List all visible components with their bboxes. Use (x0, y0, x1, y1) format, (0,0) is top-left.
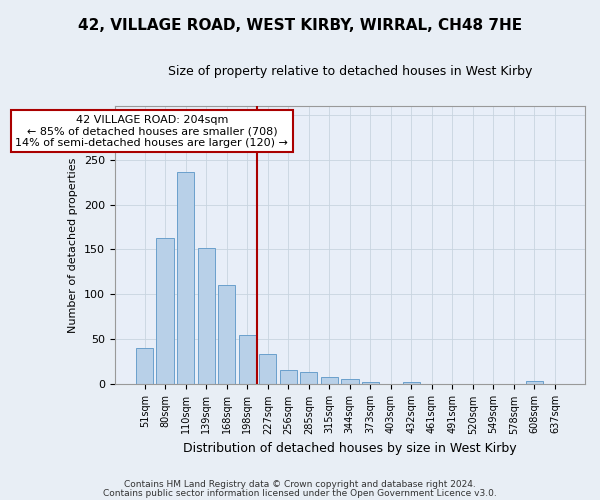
Bar (157, 238, 174, 384)
Bar (280, 370, 297, 384)
Bar (197, 248, 215, 384)
Text: 42, VILLAGE ROAD, WEST KIRBY, WIRRAL, CH48 7HE: 42, VILLAGE ROAD, WEST KIRBY, WIRRAL, CH… (78, 18, 522, 32)
Bar (218, 286, 235, 384)
Bar (362, 382, 379, 384)
Bar (300, 372, 317, 384)
Text: 42 VILLAGE ROAD: 204sqm
← 85% of detached houses are smaller (708)
14% of semi-d: 42 VILLAGE ROAD: 204sqm ← 85% of detache… (16, 114, 289, 148)
Text: Contains public sector information licensed under the Open Government Licence v3: Contains public sector information licen… (103, 489, 497, 498)
Bar (320, 377, 338, 384)
Bar (136, 348, 154, 384)
Bar (177, 172, 194, 384)
Bar (239, 335, 256, 384)
Bar (259, 354, 277, 384)
Text: Contains HM Land Registry data © Crown copyright and database right 2024.: Contains HM Land Registry data © Crown c… (124, 480, 476, 489)
Bar (526, 381, 543, 384)
Title: Size of property relative to detached houses in West Kirby: Size of property relative to detached ho… (167, 65, 532, 78)
Bar (403, 382, 420, 384)
Y-axis label: Number of detached properties: Number of detached properties (68, 158, 78, 332)
X-axis label: Distribution of detached houses by size in West Kirby: Distribution of detached houses by size … (183, 442, 517, 455)
Bar (341, 379, 359, 384)
